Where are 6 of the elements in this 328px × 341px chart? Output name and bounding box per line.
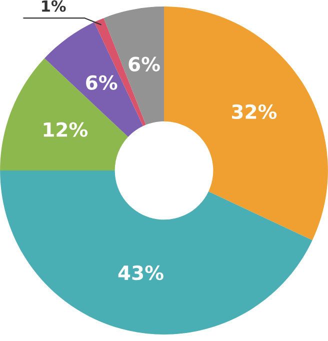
data-label: 12%	[44, 122, 88, 137]
data-label: 6%	[128, 56, 160, 72]
data-label: 6%	[86, 75, 118, 90]
data-label: 1%	[42, 0, 66, 12]
data-label: 32%	[232, 104, 277, 120]
data-label: 43%	[118, 265, 164, 280]
